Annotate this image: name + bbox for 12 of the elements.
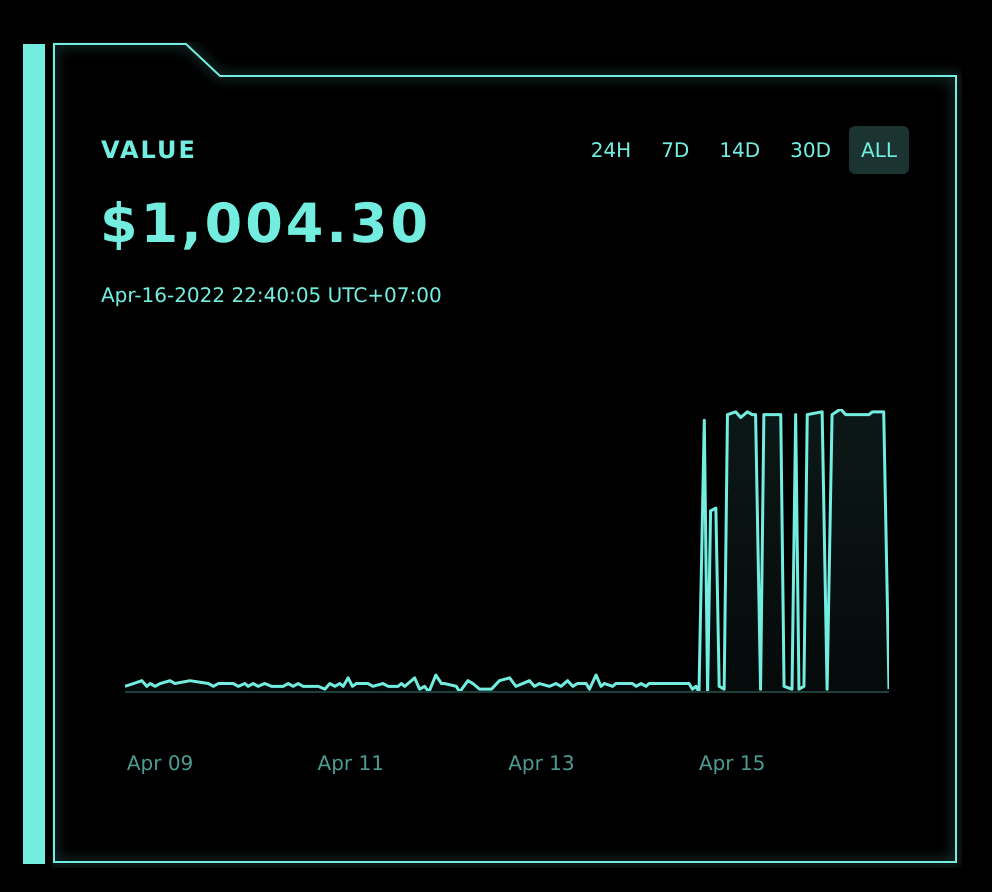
chart-subtitle: $1,004.30 bbox=[100, 192, 432, 255]
chart-title: VALUE bbox=[101, 136, 197, 164]
text: 7D bbox=[661, 138, 690, 162]
x-tick-label: Apr 13 bbox=[508, 751, 575, 775]
text: Apr-16-2022 22:40:05 UTC+07:00 bbox=[101, 283, 442, 307]
text: 30D bbox=[790, 138, 832, 162]
text: ALL bbox=[861, 138, 897, 162]
text: 14D bbox=[719, 138, 760, 162]
x-tick-label: Apr 11 bbox=[318, 751, 384, 775]
x-tick-label: Apr 15 bbox=[698, 751, 766, 775]
x-tick-label: Apr 09 bbox=[126, 751, 194, 775]
text: 24H bbox=[590, 138, 632, 162]
